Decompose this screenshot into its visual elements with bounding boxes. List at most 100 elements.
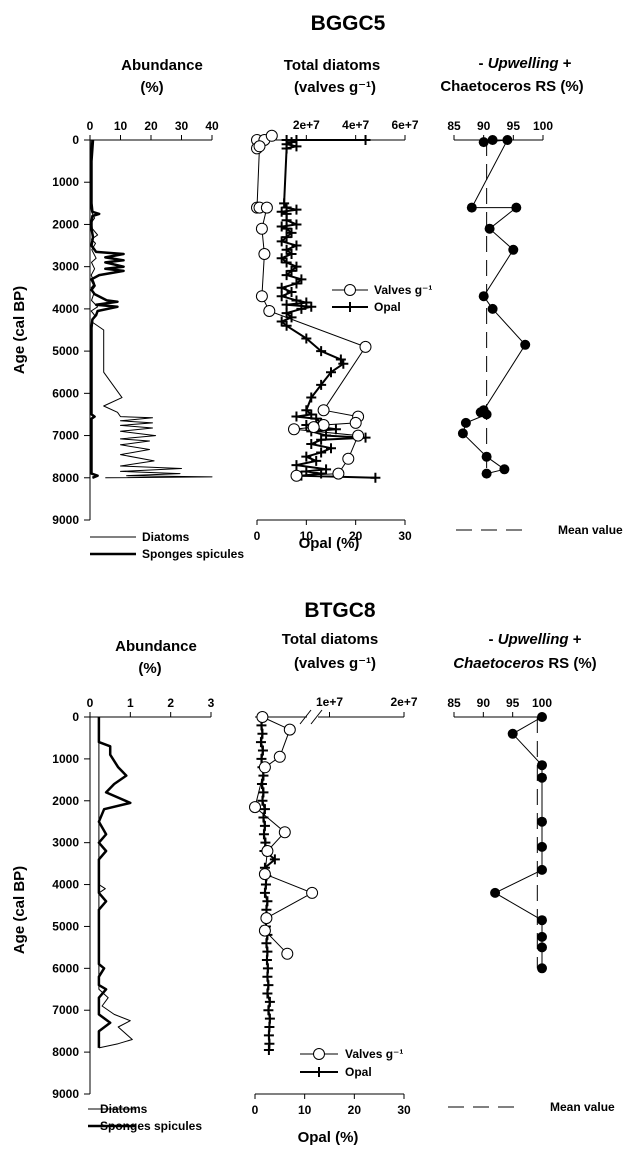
opal-marker bbox=[306, 439, 317, 449]
valves-marker bbox=[349, 416, 362, 429]
valves-marker bbox=[290, 469, 303, 482]
y-axis-label: Age (cal BP) bbox=[11, 866, 28, 954]
upwelling-title-line2: Chaetoceros RS (%) bbox=[440, 78, 583, 95]
opal-axis-label: Opal (%) bbox=[298, 1129, 359, 1146]
opal-marker bbox=[259, 887, 270, 898]
abundance-tick-label: 2 bbox=[167, 696, 174, 710]
panel-title: BTGC8 bbox=[304, 599, 375, 622]
y-tick-label: 6000 bbox=[52, 386, 79, 400]
valves-marker bbox=[332, 467, 345, 480]
total-diatoms-plot: 1e+7 2e+7 0 10 20 30 bbox=[249, 695, 418, 1117]
abundance-plot: 0 1 2 3 bbox=[87, 696, 215, 1049]
legend-sponges-label: Sponges spicules bbox=[142, 547, 244, 561]
chaetoceros-marker bbox=[481, 409, 492, 420]
opal-marker bbox=[262, 896, 273, 907]
opal-marker bbox=[258, 787, 269, 798]
upwelling-tick-label: 95 bbox=[506, 696, 520, 710]
legend-mean-label: Mean value bbox=[550, 1100, 615, 1114]
opal-marker bbox=[264, 996, 275, 1007]
opal-marker bbox=[306, 301, 317, 312]
valves-marker bbox=[255, 222, 268, 235]
total-diatoms-plot: 2e+7 4e+7 6e+7 0 10 20 30 bbox=[251, 118, 419, 543]
y-tick-label: 3000 bbox=[52, 836, 79, 850]
abundance-tick-label: 40 bbox=[205, 119, 219, 133]
abundance-tick-label: 20 bbox=[144, 119, 158, 133]
valves-marker bbox=[288, 423, 300, 436]
panel-title: BGGC5 bbox=[311, 12, 386, 35]
opal-marker bbox=[257, 745, 268, 756]
opal-marker bbox=[316, 447, 327, 458]
opal-marker bbox=[281, 143, 292, 154]
opal-marker bbox=[263, 980, 274, 991]
opal-marker bbox=[281, 320, 292, 331]
chaetoceros-marker bbox=[508, 244, 519, 255]
abundance-tick-label: 30 bbox=[175, 119, 189, 133]
opal-marker bbox=[291, 411, 302, 422]
upwelling-tick-label: 85 bbox=[447, 119, 461, 133]
sponges-spicules-line bbox=[97, 717, 132, 1048]
opal-marker bbox=[276, 282, 287, 293]
opal-marker bbox=[259, 804, 270, 815]
valves-marker bbox=[281, 947, 294, 960]
valves-marker bbox=[258, 248, 271, 260]
opal-marker bbox=[276, 221, 287, 232]
chaetoceros-marker bbox=[537, 841, 547, 852]
upwelling-tick-label: 95 bbox=[507, 119, 521, 133]
sponges-spicules-line bbox=[90, 139, 125, 479]
y-tick-label: 8000 bbox=[52, 471, 79, 485]
opal-marker bbox=[338, 358, 349, 369]
valves-marker bbox=[307, 421, 320, 434]
valves-marker bbox=[258, 868, 271, 881]
panel-btgc8: BTGC8 Abundance (%) Total diatoms (valve… bbox=[11, 599, 615, 1146]
opal-marker bbox=[370, 472, 381, 483]
opal-marker bbox=[276, 291, 287, 302]
top-tick-label: 1e+7 bbox=[316, 695, 343, 709]
chaetoceros-marker bbox=[537, 712, 547, 722]
axis-break-mark bbox=[299, 709, 312, 725]
axis-break-mark bbox=[310, 709, 323, 725]
chaetoceros-marker bbox=[481, 468, 492, 479]
y-axis: 0 1000 2000 3000 4000 5000 6000 7000 8000 9000 bbox=[52, 710, 91, 1101]
opal-marker bbox=[255, 737, 266, 748]
opal-marker bbox=[281, 299, 292, 310]
opal-marker bbox=[260, 879, 271, 890]
chaetoceros-marker bbox=[537, 915, 547, 926]
bottom-tick-label: 20 bbox=[349, 529, 363, 543]
abundance-title-line2: (%) bbox=[140, 79, 163, 96]
total-diatoms-title-line1: Total diatoms bbox=[284, 57, 380, 74]
upwelling-plot: 85 90 95 100 bbox=[447, 696, 552, 974]
upwelling-title-line1: - Upwelling + bbox=[489, 631, 582, 648]
opal-marker bbox=[326, 367, 336, 378]
opal-marker bbox=[276, 236, 287, 247]
abundance-legend: Diatoms Sponges spicules bbox=[88, 1102, 202, 1133]
opal-marker bbox=[281, 270, 292, 281]
y-axis-label: Age (cal BP) bbox=[11, 286, 28, 374]
chaetoceros-marker bbox=[537, 760, 547, 771]
upwelling-tick-label: 90 bbox=[477, 696, 491, 710]
opal-marker bbox=[261, 938, 272, 949]
opal-marker bbox=[301, 333, 312, 344]
y-tick-label: 1000 bbox=[52, 752, 79, 766]
valves-marker bbox=[317, 404, 330, 417]
opal-marker bbox=[291, 278, 302, 289]
panel-bggc5: BGGC5 Abundance (%) Total diatoms (valve… bbox=[11, 12, 623, 561]
legend-sponges-label: Sponges spicules bbox=[100, 1119, 202, 1133]
opal-marker bbox=[281, 215, 292, 226]
chaetoceros-marker bbox=[478, 137, 489, 148]
bottom-tick-label: 30 bbox=[398, 529, 412, 543]
opal-marker bbox=[291, 141, 302, 152]
y-tick-label: 7000 bbox=[52, 429, 79, 443]
chaetoceros-marker bbox=[478, 291, 489, 302]
chaetoceros-marker bbox=[537, 816, 547, 827]
opal-marker bbox=[316, 379, 327, 390]
chaetoceros-marker bbox=[537, 864, 547, 875]
opal-marker bbox=[326, 443, 336, 454]
legend-mean-label: Mean value bbox=[558, 523, 623, 537]
legend-diatoms-label: Diatoms bbox=[142, 530, 190, 544]
y-tick-label: 7000 bbox=[52, 1003, 79, 1017]
valves-marker bbox=[260, 201, 273, 214]
top-tick-label: 6e+7 bbox=[391, 118, 418, 132]
opal-marker bbox=[291, 219, 302, 230]
chaetoceros-line bbox=[462, 139, 526, 475]
